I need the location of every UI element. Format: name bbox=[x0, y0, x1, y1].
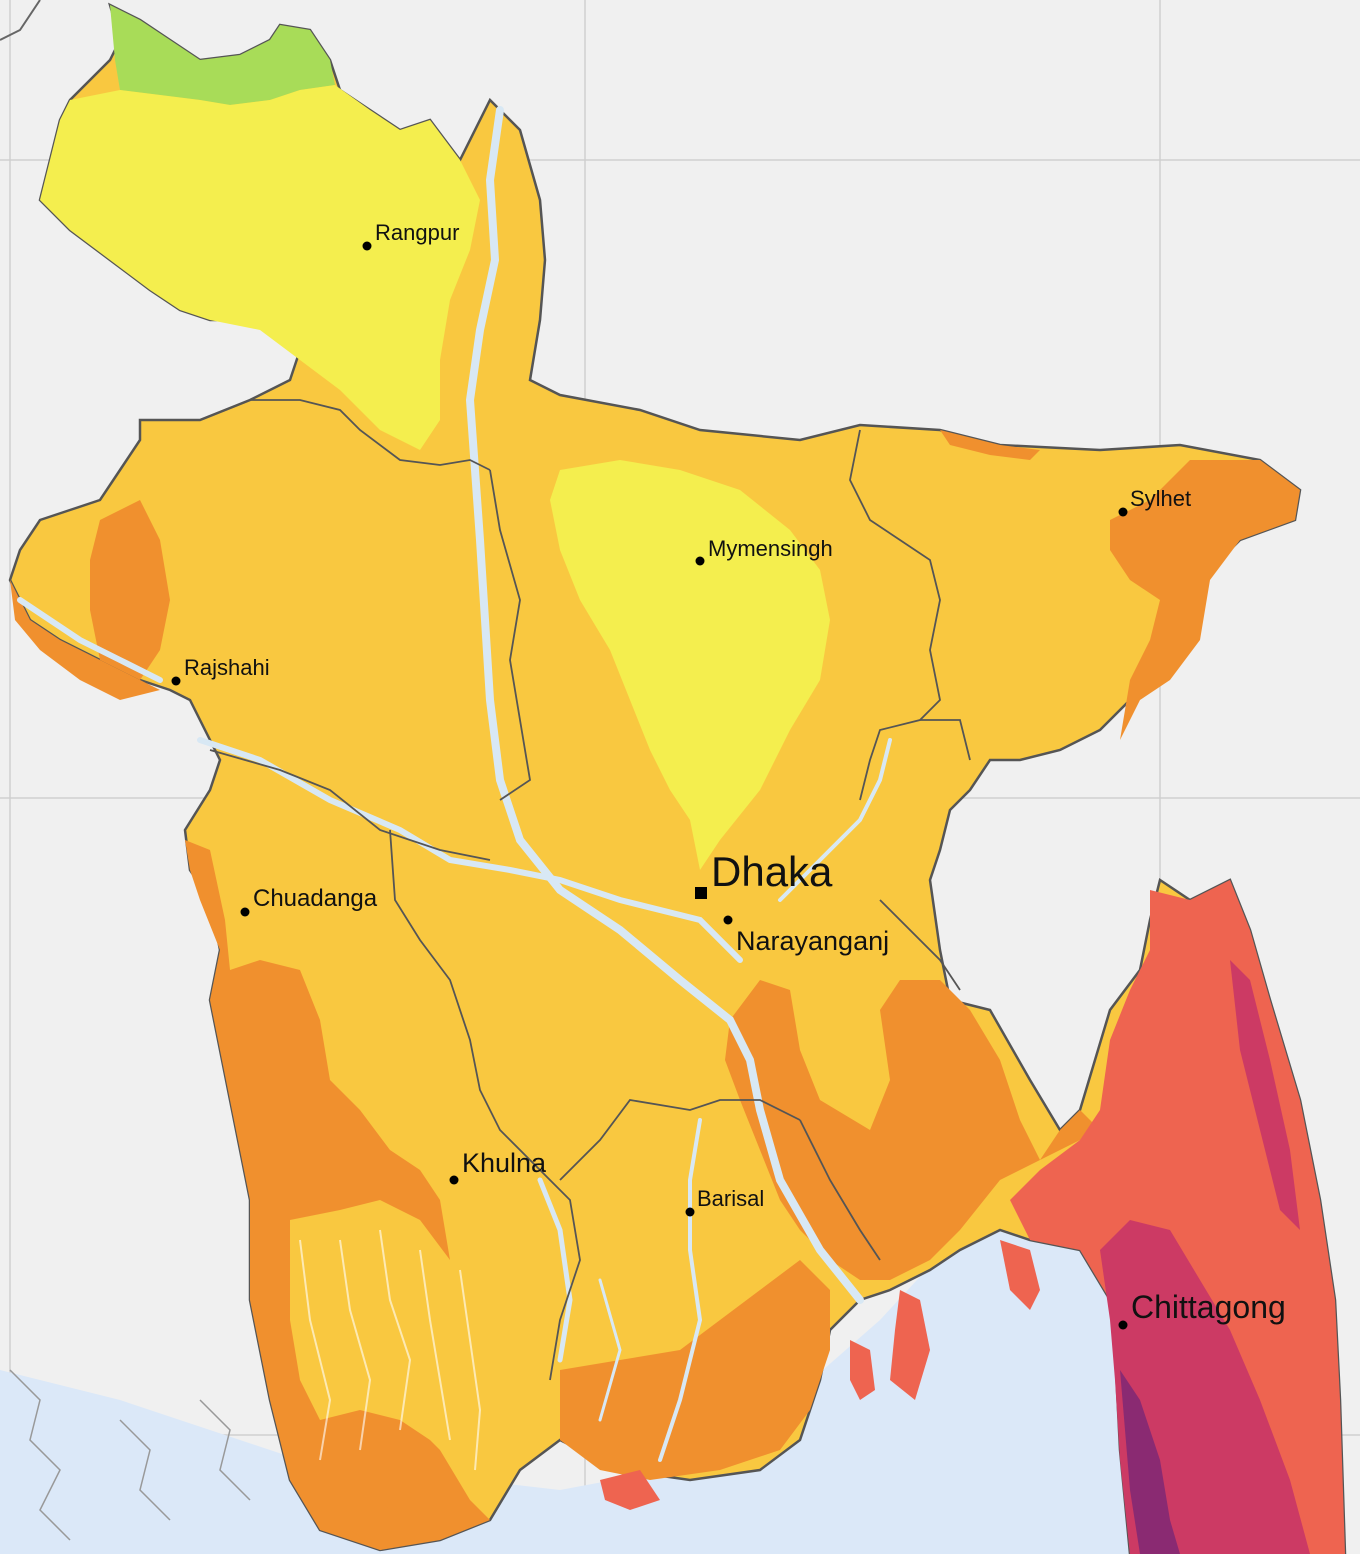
city-label-sylhet: Sylhet bbox=[1130, 486, 1191, 511]
zone-orange-south-delta bbox=[560, 1260, 830, 1480]
city-chuadanga: Chuadanga bbox=[240, 885, 378, 917]
zone-orange-north-strip bbox=[940, 430, 1040, 460]
division-borders bbox=[140, 399, 971, 1381]
island-red-2 bbox=[890, 1290, 930, 1400]
island-orange-5 bbox=[350, 1500, 430, 1550]
city-dot bbox=[171, 676, 181, 686]
city-dot bbox=[685, 1207, 695, 1217]
rivers bbox=[17, 106, 892, 1462]
neighbor-outline bbox=[0, 0, 41, 41]
city-mymensingh: Mymensingh bbox=[695, 536, 833, 566]
city-barisal: Barisal bbox=[685, 1186, 764, 1217]
capital-marker bbox=[695, 887, 707, 899]
zone-crimson-ridges bbox=[1230, 960, 1300, 1230]
city-label-chittagong: Chittagong bbox=[1131, 1289, 1286, 1325]
city-dot bbox=[449, 1175, 459, 1185]
city-dot bbox=[362, 241, 372, 251]
city-dhaka: Dhaka bbox=[695, 848, 833, 899]
city-chittagong: Chittagong bbox=[1118, 1289, 1286, 1330]
city-rangpur: Rangpur bbox=[362, 220, 459, 251]
city-label-chuadanga: Chuadanga bbox=[253, 885, 378, 912]
city-label-barisal: Barisal bbox=[697, 1186, 764, 1211]
city-rajshahi: Rajshahi bbox=[171, 655, 270, 686]
zone-light-yellow-central bbox=[550, 460, 830, 870]
island-red-3 bbox=[850, 1340, 875, 1400]
city-dot bbox=[1118, 1320, 1128, 1330]
zone-light-yellow-north bbox=[40, 85, 480, 450]
bay-of-bengal bbox=[0, 1130, 1150, 1554]
city-dot bbox=[723, 915, 733, 925]
zone-orange-southeast bbox=[725, 980, 1100, 1280]
city-label-khulna: Khulna bbox=[462, 1148, 547, 1178]
city-dot bbox=[240, 907, 250, 917]
city-label-mymensingh: Mymensingh bbox=[708, 536, 833, 561]
island-red-1 bbox=[1000, 1240, 1040, 1310]
city-dot bbox=[695, 556, 705, 566]
zone-orange-west bbox=[90, 500, 170, 680]
city-label-rajshahi: Rajshahi bbox=[184, 655, 270, 680]
city-label-rangpur: Rangpur bbox=[375, 220, 459, 245]
city-label-narayanganj: Narayanganj bbox=[736, 926, 889, 956]
city-sylhet: Sylhet bbox=[1118, 486, 1191, 517]
city-dot bbox=[1118, 507, 1128, 517]
zone-yellow-sundarbans bbox=[290, 1200, 540, 1470]
zone-orange-sylhet bbox=[1110, 460, 1300, 740]
city-label-dhaka: Dhaka bbox=[711, 848, 833, 895]
zone-green bbox=[110, 5, 335, 105]
neighbor-coast bbox=[9, 1369, 251, 1541]
zone-orange-west-edge bbox=[10, 580, 160, 700]
island-red-4 bbox=[600, 1470, 660, 1510]
city-narayanganj: Narayanganj bbox=[723, 915, 889, 956]
delta-channels bbox=[299, 1229, 482, 1471]
zone-purple bbox=[1120, 1370, 1180, 1554]
city-khulna: Khulna bbox=[449, 1148, 547, 1185]
